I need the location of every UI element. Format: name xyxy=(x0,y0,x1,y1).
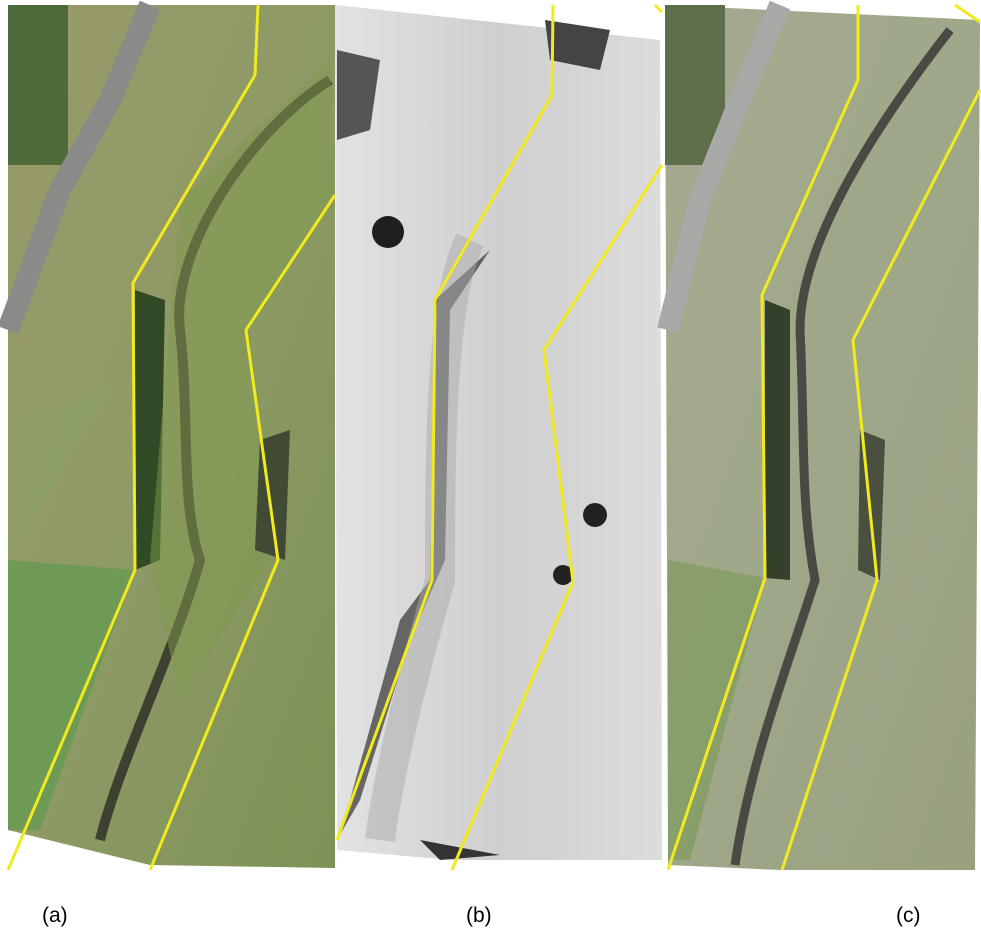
image-panels xyxy=(0,0,981,900)
panel-b-image xyxy=(335,5,662,860)
panel-a-image xyxy=(8,5,335,868)
caption: (b) xyxy=(466,904,492,928)
caption: (a) xyxy=(42,904,68,928)
caption: (c) xyxy=(896,904,921,928)
figure: (a) (b) (c) xyxy=(0,0,981,937)
